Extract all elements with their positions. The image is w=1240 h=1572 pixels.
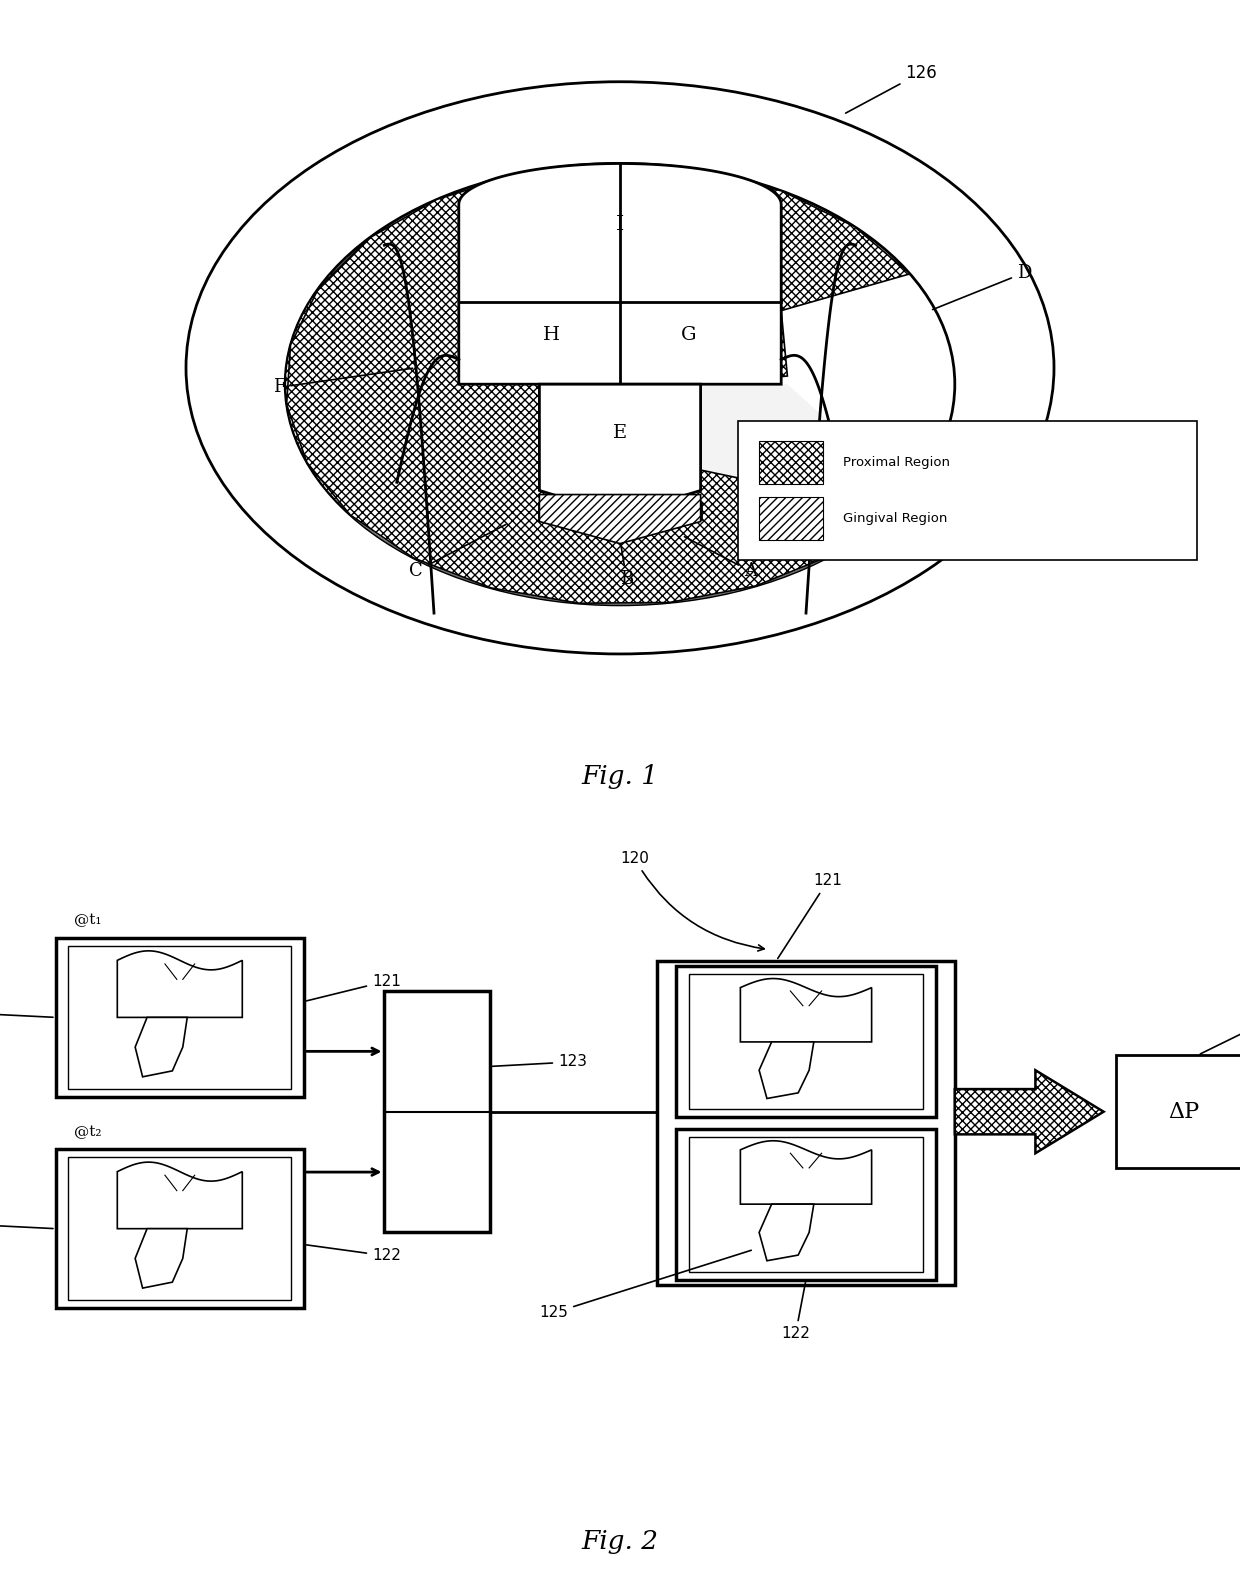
Text: 121: 121 (306, 973, 401, 1001)
FancyBboxPatch shape (1116, 1055, 1240, 1168)
Text: E: E (613, 424, 627, 442)
Text: 126: 126 (846, 63, 937, 113)
Text: Fig. 2: Fig. 2 (582, 1530, 658, 1555)
FancyBboxPatch shape (738, 421, 1197, 560)
Text: G: G (681, 325, 696, 344)
Polygon shape (118, 951, 242, 1017)
Text: I: I (616, 215, 624, 234)
Text: H: H (543, 325, 560, 344)
Polygon shape (759, 1204, 813, 1261)
Text: C: C (409, 525, 506, 580)
Polygon shape (539, 495, 701, 544)
Text: @t₁: @t₁ (74, 913, 102, 927)
Text: Gingival Region: Gingival Region (843, 512, 947, 525)
FancyBboxPatch shape (676, 1129, 936, 1280)
Text: D: D (932, 264, 1032, 310)
Text: 122: 122 (781, 1283, 810, 1341)
Text: A: A (684, 536, 756, 580)
FancyBboxPatch shape (56, 1149, 304, 1308)
FancyBboxPatch shape (384, 990, 490, 1232)
Polygon shape (740, 978, 872, 1042)
Text: 120: 120 (620, 850, 764, 951)
FancyBboxPatch shape (56, 938, 304, 1097)
FancyBboxPatch shape (657, 960, 955, 1286)
Text: Proximal Region: Proximal Region (843, 456, 950, 468)
Text: F: F (273, 368, 413, 396)
Polygon shape (286, 163, 910, 604)
Polygon shape (330, 384, 910, 605)
Polygon shape (459, 163, 781, 384)
Polygon shape (955, 1071, 1104, 1154)
FancyBboxPatch shape (689, 1137, 923, 1272)
FancyBboxPatch shape (689, 975, 923, 1110)
Text: ΔP: ΔP (1168, 1100, 1200, 1122)
Text: 121: 121 (777, 874, 842, 959)
FancyBboxPatch shape (759, 497, 823, 539)
Polygon shape (539, 384, 701, 516)
Polygon shape (135, 1017, 187, 1077)
Text: Fig. 1: Fig. 1 (582, 764, 658, 789)
Polygon shape (285, 274, 539, 511)
Text: 122: 122 (306, 1245, 401, 1264)
Polygon shape (740, 1141, 872, 1204)
Text: 123: 123 (492, 1055, 587, 1069)
FancyBboxPatch shape (539, 503, 701, 519)
Polygon shape (118, 1162, 242, 1229)
FancyBboxPatch shape (759, 442, 823, 484)
Text: 124: 124 (1200, 1001, 1240, 1053)
Text: 125: 125 (539, 1250, 751, 1320)
FancyBboxPatch shape (676, 967, 936, 1118)
Text: 126: 126 (0, 1217, 53, 1232)
FancyBboxPatch shape (68, 1157, 291, 1300)
Text: @t₂: @t₂ (74, 1126, 102, 1138)
Polygon shape (759, 1042, 813, 1099)
FancyBboxPatch shape (68, 946, 291, 1089)
Polygon shape (135, 1229, 187, 1287)
Text: 126: 126 (0, 1006, 53, 1020)
Text: B: B (620, 542, 634, 588)
